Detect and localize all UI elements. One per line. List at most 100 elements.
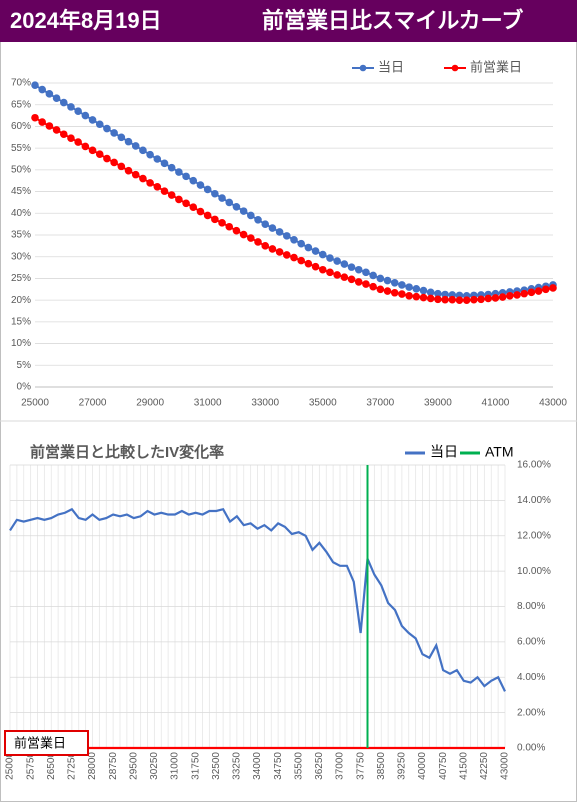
marker [383,276,392,285]
marker [520,289,529,298]
marker [131,170,140,179]
marker [534,287,543,295]
marker [218,194,226,202]
marker [426,294,435,303]
marker [31,113,39,122]
marker [38,118,46,126]
header-bar [0,0,577,42]
x-tick-label: 37750 [355,752,366,780]
marker [81,142,90,151]
x-tick-label: 40750 [438,752,449,780]
x-tick-label: 27000 [79,398,107,409]
marker [203,211,212,220]
y-tick-label: 10% [11,338,31,349]
marker [160,159,169,168]
marker [354,278,363,286]
marker [362,280,370,288]
marker [390,288,399,297]
series-line [9,507,506,692]
x-tick-label: 25000 [5,752,16,780]
x-tick-label: 28000 [87,752,98,780]
marker [232,226,241,235]
marker [347,275,356,284]
marker [45,90,54,98]
marker [297,239,305,248]
x-tick-label: 31750 [190,752,201,780]
marker [247,234,255,242]
marker [405,292,413,300]
x-tick-label: 34750 [273,752,284,780]
marker [211,215,219,224]
marker [340,260,349,268]
x-tick-label: 29000 [136,398,164,409]
marker [441,295,449,304]
x-tick-label: 31000 [194,398,222,409]
x-tick-label: 39000 [424,398,452,409]
marker [275,228,284,236]
x-tick-label: 41500 [458,752,469,780]
marker [542,285,550,294]
y-tick-label: 25% [11,273,31,284]
marker [218,219,226,227]
marker [283,232,291,240]
marker [412,292,421,301]
y-tick-label: 30% [11,251,31,262]
marker [369,282,377,291]
y-tick-label: 2.00% [517,707,545,718]
y-tick-label: 6.00% [517,637,545,648]
marker [376,285,385,294]
marker [304,243,313,252]
y-tick-label: 40% [11,208,31,219]
marker [146,179,154,187]
series-label: 前営業日 [14,735,66,750]
marker [462,296,471,304]
x-tick-label: 37000 [335,752,346,780]
marker [67,134,75,142]
marker [247,211,255,220]
marker [470,295,478,304]
marker [52,94,61,102]
marker [448,295,457,304]
marker [506,292,514,300]
marker [311,247,320,255]
marker [59,98,68,107]
marker [412,285,421,293]
marker [189,203,198,212]
marker [45,122,54,130]
marker [31,81,39,89]
marker [513,291,521,299]
x-tick-label: 39250 [397,752,408,780]
marker [340,273,349,281]
marker [527,288,536,297]
x-tick-label: 35500 [293,752,304,780]
y-tick-label: 5% [17,360,32,371]
x-tick-label: 35000 [309,398,337,409]
marker [347,263,356,271]
y-tick-label: 70% [11,78,31,89]
marker [390,278,399,287]
marker [189,176,198,185]
marker [261,242,270,250]
marker [268,224,277,232]
x-tick-label: 29500 [128,752,139,780]
marker [398,290,406,298]
x-tick-label: 41000 [482,398,510,409]
marker [297,256,305,265]
marker [67,103,75,111]
chart-title: 前営業日と比較したIV変化率 [30,443,224,461]
marker [232,202,241,211]
marker [254,216,262,224]
y-tick-label: 8.00% [517,601,545,612]
legend-label: ATM [485,444,514,460]
marker [275,248,284,256]
marker [167,163,176,172]
legend-label: 当日 [430,444,458,460]
x-tick-label: 33250 [232,752,243,780]
marker [103,124,111,133]
marker [283,251,291,259]
marker [290,253,298,262]
x-tick-label: 30250 [149,752,160,780]
marker [333,271,341,279]
